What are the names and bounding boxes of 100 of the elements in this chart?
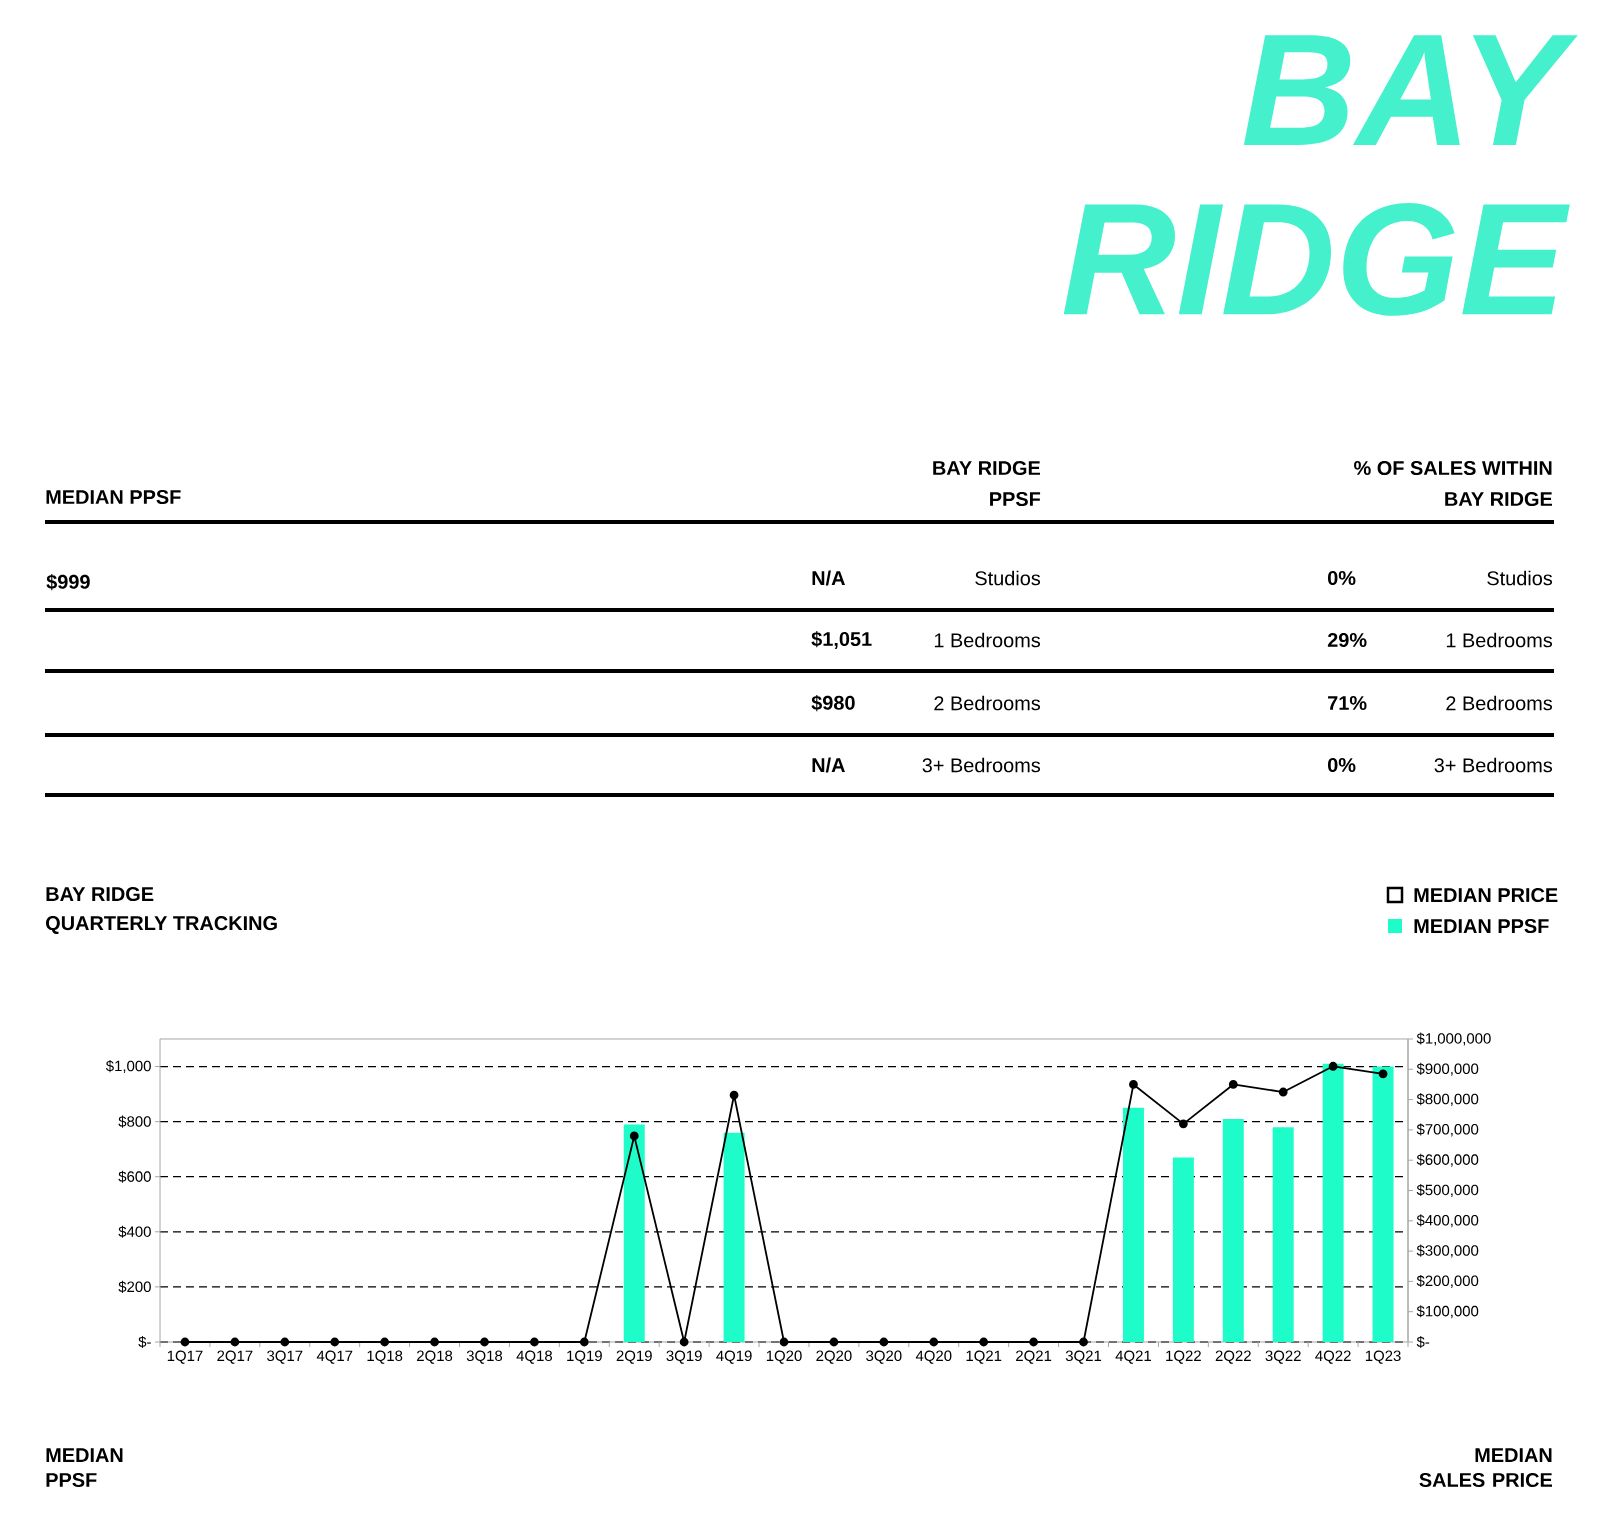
point (230, 1337, 240, 1347)
bar (723, 1132, 745, 1342)
bar (1372, 1066, 1394, 1342)
point (380, 1337, 390, 1347)
text: 71% (1328, 696, 1367, 711)
x-tick-label: 3Q21 (1065, 1350, 1102, 1364)
y-tick-label: $1,000 (105, 1060, 151, 1074)
point (1129, 1080, 1138, 1089)
point (829, 1337, 839, 1347)
y2-tick-label: $500,000 (1416, 1184, 1479, 1197)
text: N/A (812, 757, 845, 773)
x-tick-label: 2Q21 (1016, 1350, 1052, 1364)
x-tick-label: 4Q21 (1115, 1350, 1151, 1364)
x-tick-label: 3Q22 (1265, 1350, 1301, 1364)
point (1178, 1119, 1188, 1129)
point (929, 1337, 939, 1347)
x-tick-label: 1Q21 (966, 1350, 1002, 1364)
point (1228, 1080, 1238, 1089)
point (1378, 1069, 1388, 1079)
y2-tick-label: $400,000 (1416, 1214, 1479, 1228)
point (979, 1337, 989, 1347)
x-tick-label: 3Q20 (866, 1350, 902, 1364)
x-tick-label: 2Q18 (417, 1350, 453, 1364)
text: BAY RIDGE (1063, 35, 1578, 316)
y-tick-label: $- (138, 1335, 151, 1349)
y2-tick-label: $200,000 (1416, 1274, 1479, 1288)
y2-tick-label: $900,000 (1416, 1062, 1479, 1076)
point (679, 1337, 689, 1347)
y2-tick-label: $100,000 (1416, 1305, 1479, 1319)
text: $980 (811, 694, 855, 712)
y2-tick-label: $600,000 (1416, 1153, 1479, 1167)
x-tick-label: 2Q20 (816, 1350, 852, 1364)
point (629, 1131, 639, 1141)
y-axis-title: MEDIAN PPSF (46, 1448, 123, 1488)
point (729, 1090, 739, 1100)
text: N/A (812, 570, 845, 586)
x-tick-label: 2Q17 (217, 1350, 253, 1364)
y-tick-label: $200 (118, 1280, 151, 1293)
y2-tick-label: $300,000 (1416, 1244, 1479, 1258)
chart-subtitle: QUARTERLY TRACKING (46, 916, 277, 934)
x-tick-label: 1Q18 (367, 1350, 403, 1364)
point (1328, 1061, 1338, 1071)
point (480, 1337, 489, 1347)
x-tick-label: 1Q23 (1365, 1350, 1401, 1364)
x-tick-label: 4Q18 (516, 1350, 553, 1364)
x-tick-label: 4Q22 (1315, 1350, 1351, 1364)
bar (1322, 1063, 1344, 1342)
text: 3+ Bedrooms (922, 757, 1041, 773)
point (330, 1337, 340, 1347)
point (879, 1337, 889, 1347)
y-tick-label: $800 (118, 1115, 151, 1128)
y2-tick-label: $800,000 (1416, 1093, 1479, 1107)
text: MEDIAN PPSF (46, 489, 181, 505)
x-tick-label: 1Q20 (766, 1350, 802, 1364)
text: PPSF (990, 491, 1041, 507)
bar (623, 1124, 645, 1342)
text: BAY RIDGE (1445, 491, 1553, 507)
point (430, 1337, 439, 1347)
y-tick-label: $400 (118, 1225, 151, 1238)
x-tick-label: 2Q19 (616, 1350, 652, 1364)
x-tick-label: 3Q19 (666, 1350, 702, 1364)
text: 2 Bedrooms (1446, 695, 1553, 711)
y2-tick-label: $- (1416, 1335, 1430, 1349)
text: 0% (1327, 757, 1356, 773)
legend-label: MEDIAN PPSF (1414, 918, 1549, 934)
x-tick-label: 4Q19 (716, 1350, 752, 1364)
x-tick-label: 3Q18 (466, 1350, 503, 1364)
legend-label: MEDIAN PRICE (1414, 887, 1558, 903)
text: $1,051 (811, 631, 872, 649)
x-tick-label: 2Q22 (1215, 1350, 1251, 1364)
bar (1272, 1127, 1294, 1342)
bar (1222, 1118, 1244, 1342)
point (280, 1337, 290, 1347)
text: % OF SALES WITHIN (1354, 460, 1552, 476)
point (1278, 1087, 1288, 1097)
text: 1 Bedrooms (934, 632, 1041, 648)
point (779, 1337, 789, 1347)
text: Studios (1487, 570, 1553, 586)
y2-tick-label: $1,000,000 (1416, 1032, 1491, 1046)
text: $999 (46, 573, 90, 591)
x-tick-label: 3Q17 (267, 1350, 303, 1364)
point (579, 1337, 589, 1347)
bar (1172, 1157, 1194, 1342)
point (1029, 1337, 1039, 1347)
x-tick-label: 1Q19 (567, 1350, 602, 1364)
x-tick-label: 1Q17 (167, 1350, 203, 1364)
bar (1122, 1107, 1144, 1342)
text: 1 Bedrooms (1446, 632, 1553, 648)
text: BAY RIDGE (933, 460, 1041, 476)
chart-title: BAY RIDGE (46, 886, 154, 902)
text: 29% (1327, 632, 1367, 648)
x-tick-label: 4Q20 (915, 1350, 952, 1364)
point (530, 1337, 539, 1347)
y2-tick-label: $700,000 (1416, 1123, 1479, 1137)
text: 3+ Bedrooms (1434, 757, 1553, 773)
x-tick-label: 1Q22 (1166, 1350, 1201, 1364)
text: 2 Bedrooms (934, 695, 1041, 711)
text: Studios (975, 570, 1041, 586)
text: 0% (1327, 570, 1356, 586)
y-tick-label: $600 (118, 1170, 151, 1183)
